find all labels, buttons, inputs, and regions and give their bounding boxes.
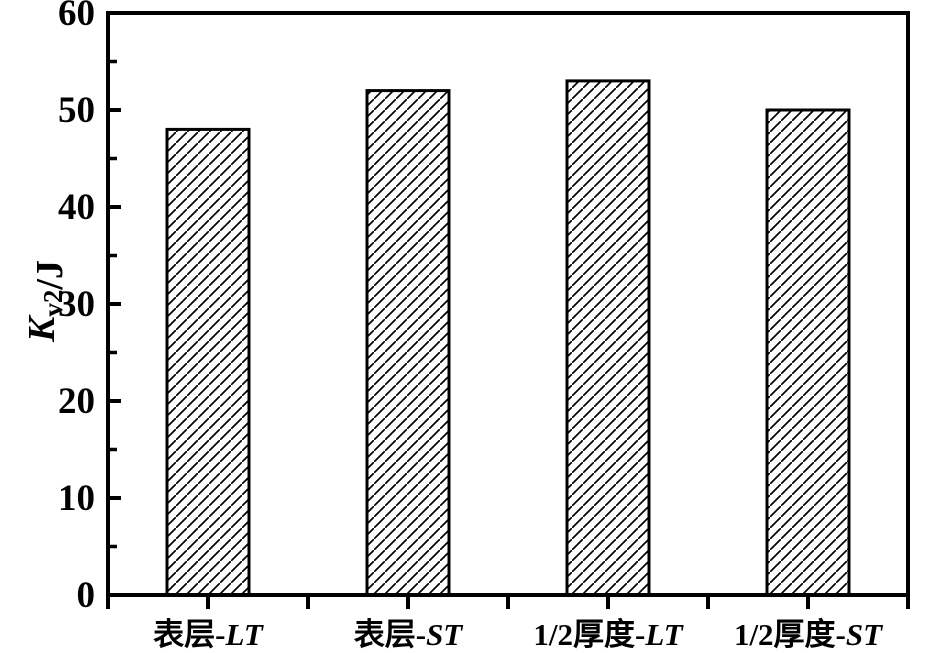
x-category-label: 表层-LT (153, 617, 264, 652)
bar (565, 79, 651, 597)
x-category-label: 1/2厚度-ST (734, 617, 883, 652)
y-tick-label: 0 (77, 575, 96, 616)
bar (165, 127, 251, 597)
labels-layer: 0 10 20 30 40 50 60 表层-LT 表层-ST 1/2厚度-LT 1/2厚度-ST K… (21, 0, 883, 652)
bars-layer (165, 79, 851, 597)
x-category-label: 表层-ST (354, 617, 464, 652)
y-tick-label: 10 (58, 478, 95, 519)
y-tick-label: 40 (58, 187, 95, 228)
y-tick-label: 20 (58, 381, 95, 422)
bar (765, 108, 851, 597)
y-axis-title: Kv2/J (21, 260, 71, 343)
y-tick-label: 30 (58, 284, 95, 325)
y-tick-label: 60 (58, 0, 95, 34)
bar (365, 89, 451, 597)
x-category-label: 1/2厚度-LT (533, 617, 683, 652)
axes-layer (106, 11, 910, 609)
y-tick-label: 50 (58, 90, 95, 131)
